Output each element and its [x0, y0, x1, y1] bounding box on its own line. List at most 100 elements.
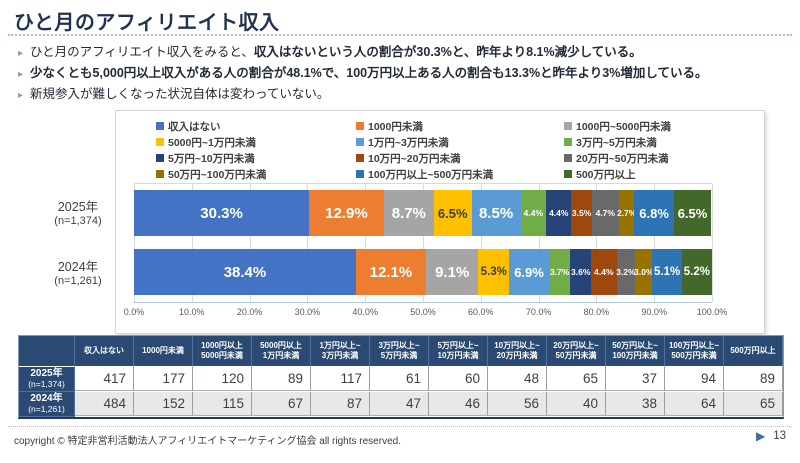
- gridline: [538, 184, 540, 302]
- bar-segment: 5.1%: [652, 249, 682, 295]
- bar-category-label: 2024年 (n=1,261): [44, 248, 112, 294]
- axis-tick-label: 50.0%: [410, 307, 436, 317]
- bar-segment: 3.6%: [570, 249, 592, 295]
- table-header-cell: 3万円以上~ 5万円未満: [370, 336, 429, 367]
- bullet-text: ひと月のアフィリエイト収入をみると、収入はないという人の割合が30.3%と、昨年…: [30, 43, 642, 62]
- bar-segment: 2.7%: [616, 190, 637, 236]
- legend-swatch-icon: [156, 122, 164, 130]
- table-header-line: 1000円以上: [201, 341, 243, 350]
- bullet-text-part: 新規参入が難しくなった状況自体は変わっていない。: [30, 87, 330, 101]
- table-header-cell: 収入はない: [75, 336, 134, 367]
- table-cell: 117: [311, 367, 370, 391]
- table-header-cell: 1000円未満: [134, 336, 193, 367]
- bullet-list: ▸ ひと月のアフィリエイト収入をみると、収入はないという人の割合が30.3%と、昨…: [16, 43, 792, 106]
- bar-segment-label: 6.5%: [437, 205, 468, 221]
- legend-item: 3万円~5万円未満: [564, 134, 671, 150]
- bullet-item: ▸ ひと月のアフィリエイト収入をみると、収入はないという人の割合が30.3%と、昨…: [16, 43, 792, 63]
- bullet-text-part: 収入はないという人の割合が30.3%と、昨年より8.1%減少している。: [253, 45, 642, 59]
- bar-2025年: 30.3% 12.9% 8.7% 6.5% 8.5% 4.4% 4.4% 3.5% 4.7% 2.…: [134, 190, 712, 236]
- bar-segment: 6.8%: [634, 190, 674, 236]
- legend-label: 50万円~100万円未満: [168, 168, 267, 181]
- bar-segment: 3.5%: [571, 190, 592, 236]
- bar-segment-label: 5.3%: [480, 266, 507, 278]
- axis-tick-label: 20.0%: [236, 307, 263, 317]
- table-header-cell: 20万円以上~ 50万円未満: [547, 336, 606, 367]
- legend-swatch-icon: [356, 170, 364, 178]
- bar-segment-label: 12.1%: [369, 263, 413, 281]
- plot-area: 30.3% 12.9% 8.7% 6.5% 8.5% 4.4% 4.4% 3.5% 4.7% 2.…: [134, 183, 713, 303]
- table-cell: 46: [429, 392, 488, 416]
- legend-item: 1000円~5000円未満: [564, 118, 671, 134]
- bar-segment: 4.7%: [591, 190, 619, 236]
- table-header-cell: 5万円以上~ 10万円未満: [429, 336, 488, 367]
- legend-label: 20万円~50万円未満: [576, 152, 669, 165]
- legend-label: 100万円以上~500万円未満: [368, 168, 494, 181]
- bar-segment: 6.5%: [673, 190, 712, 236]
- table-header-line: 10万円以上~: [494, 341, 540, 350]
- table-header-cell: 10万円以上~ 20万円未満: [488, 336, 547, 367]
- bullet-marker-icon: ▸: [18, 90, 24, 101]
- category-n: (n=1,261): [54, 274, 102, 287]
- bar-segment: 4.4%: [591, 249, 617, 295]
- legend-swatch-icon: [156, 138, 164, 146]
- bar-segment: 5.2%: [681, 249, 712, 295]
- chart-legend: 収入はない 1000円未満 1000円~5000円未満 5000円~1万円未満 1万円~…: [156, 118, 671, 182]
- bullet-item: ▸ 新規参入が難しくなった状況自体は変わっていない。: [16, 85, 792, 105]
- bar-segment-label: 5.2%: [683, 266, 710, 278]
- table-row-label: 2024年 (n=1,261): [19, 392, 75, 417]
- copyright-text: copyright © 特定非営利活動法人アフィリエイトマーケティング協会 al…: [14, 436, 401, 447]
- gridline: [423, 184, 424, 302]
- bar-segment-label: 38.4%: [223, 263, 267, 281]
- bullet-text-part: 少なくとも5,000円以上収入がある人の割合が48.1%で、100万円以上ある人…: [30, 66, 708, 80]
- table-header-line: 10万円未満: [437, 351, 479, 360]
- table-header-line: 1万円未満: [262, 351, 300, 360]
- gridline: [365, 184, 367, 302]
- table-row-label-n: (n=1,261): [28, 404, 65, 414]
- bullet-item: ▸ 少なくとも5,000円以上収入がある人の割合が48.1%で、100万円以上ある…: [16, 64, 792, 84]
- legend-item: 5000円~1万円未満: [156, 134, 356, 150]
- legend-swatch-icon: [156, 154, 164, 162]
- table-header-cell: 100万円以上~ 500万円未満: [665, 336, 724, 367]
- category-n: (n=1,374): [54, 214, 102, 227]
- table-cell: 47: [370, 392, 429, 416]
- bar-segment-label: 4.4%: [594, 267, 614, 277]
- bar-segment-label: 3.0%: [634, 267, 654, 277]
- table-cell: 152: [134, 392, 193, 416]
- bar-segment: 12.1%: [355, 249, 426, 295]
- bar-segment-label: 6.9%: [514, 264, 544, 280]
- table-header-line: 3万円以上~: [378, 341, 420, 350]
- table-cell: 40: [547, 392, 606, 416]
- legend-item: 1000円未満: [356, 118, 564, 134]
- table-header-cell: 50万円以上~ 100万円未満: [606, 336, 665, 367]
- bullet-text: 新規参入が難しくなった状況自体は変わっていない。: [30, 85, 329, 104]
- axis-tick-label: 60.0%: [468, 307, 494, 317]
- table-header-line: 50万円以上~: [612, 341, 658, 350]
- x-axis: 0.0% 10.0% 20.0% 30.0% 40.0% 50.0% 60.0% 70.0% 8…: [124, 307, 728, 321]
- table-cell: 89: [252, 367, 311, 391]
- legend-item: 収入はない: [156, 118, 356, 134]
- bar-segment-label: 8.5%: [478, 204, 514, 222]
- table-header-line: 5万円以上~: [437, 341, 479, 350]
- bullet-marker-icon: ▸: [18, 48, 24, 59]
- gridline: [191, 184, 193, 302]
- table-header-line: 50万円未満: [555, 351, 597, 360]
- bar-segment-label: 5.1%: [654, 266, 681, 278]
- bar-segment-label: 3.5%: [571, 208, 592, 218]
- table-header-cell: 500万円以上: [724, 336, 783, 367]
- table-cell: 64: [665, 392, 724, 416]
- bar-segment-label: 6.8%: [639, 205, 669, 221]
- legend-label: 1000円~5000円未満: [576, 120, 671, 133]
- bar-segment-label: 2.7%: [616, 208, 637, 218]
- table-corner-cell: [19, 336, 75, 367]
- title-divider: [8, 34, 792, 36]
- bar-segment: 8.7%: [383, 190, 434, 236]
- bar-segment: 30.3%: [134, 190, 310, 236]
- chart-panel: 収入はない 1000円未満 1000円~5000円未満 5000円~1万円未満 1万円~…: [115, 110, 765, 334]
- legend-item: 500万円以上: [564, 166, 671, 182]
- table-header-line: 500万円以上: [730, 346, 776, 355]
- table-cell: 87: [311, 392, 370, 416]
- table-row-label-year: 2024年: [30, 393, 63, 404]
- table-header-cell: 5000円以上 1万円未満: [252, 336, 311, 367]
- legend-label: 10万円~20万円未満: [368, 152, 461, 165]
